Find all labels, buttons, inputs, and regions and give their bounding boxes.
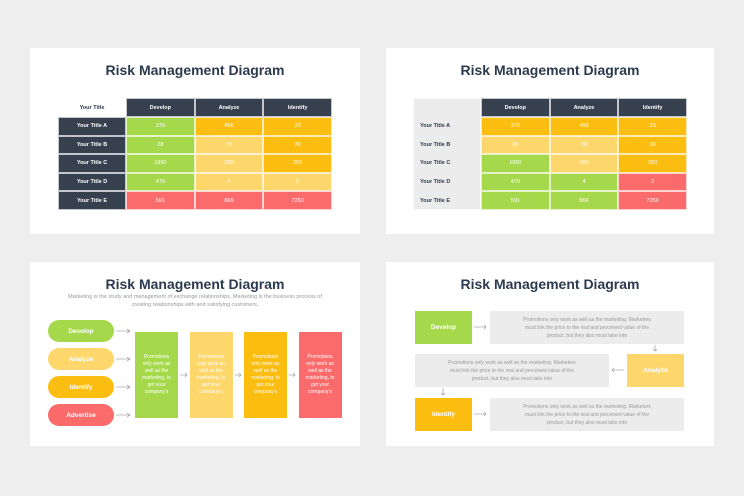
table-cell: 250 — [194, 154, 264, 173]
table-cell: 250 — [549, 154, 619, 173]
table-cell: 23 — [263, 117, 332, 136]
table-cell: 4 — [549, 172, 619, 192]
table-cell: 456 — [194, 117, 264, 136]
arrow — [289, 372, 296, 378]
arrow — [652, 345, 658, 352]
table-cell: 30 — [618, 135, 687, 155]
table-cell: 7250 — [263, 191, 332, 210]
table-cell: 78 — [549, 135, 619, 155]
row-label: Your Title E — [58, 191, 126, 210]
step-pill: Develop — [48, 320, 114, 342]
flow-text: Promotions only work as well as the mark… — [415, 354, 609, 387]
table-cell: 2 — [618, 172, 687, 192]
table-cell: 456 — [549, 117, 619, 136]
table-cell: 591 — [481, 191, 550, 210]
step-pill: Identify — [48, 376, 114, 398]
column-header: Identify — [618, 98, 687, 117]
table-cell: 370 — [481, 117, 550, 136]
column-header: Identify — [263, 98, 332, 117]
row-label: Your Title C — [420, 160, 451, 167]
table-cell: 7250 — [618, 191, 687, 210]
slide-title: Risk Management Diagram — [105, 62, 285, 78]
flow-text: Promotions only work as well as the mark… — [490, 311, 684, 344]
column-header: Analyze — [194, 98, 264, 117]
table-cell: 2 — [263, 172, 332, 192]
step-pill: Analyze — [48, 348, 114, 370]
row-label: Your Title D — [420, 179, 451, 186]
row-label: Your Title E — [420, 197, 451, 204]
arrow — [474, 411, 487, 417]
arrow — [611, 367, 624, 373]
step-box: Promotions only work as well as the mark… — [189, 332, 233, 418]
step-box: Promotions only work as well as the mark… — [298, 332, 342, 418]
arrow — [440, 388, 446, 396]
row-label: Your Title B — [420, 141, 451, 148]
arrow — [116, 412, 131, 418]
table-cell: 28 — [481, 135, 550, 155]
table-cell: 23 — [618, 117, 687, 136]
step-box: Promotions only work as well as the mark… — [135, 332, 178, 418]
arrow — [474, 324, 487, 330]
slide-subtitle: Marketing is the study and management of… — [68, 294, 322, 308]
slide-title: Risk Management Diagram — [105, 276, 285, 292]
table-cell: 470 — [126, 172, 195, 192]
table-cell: 591 — [126, 191, 195, 210]
flow-label: Identify — [415, 398, 472, 431]
table-cell: 869 — [549, 191, 619, 210]
slide-title: Risk Management Diagram — [460, 62, 640, 78]
row-label: Your Title B — [58, 135, 126, 155]
arrow — [116, 384, 131, 390]
row-label: Your Title D — [58, 172, 126, 192]
table-cell: 1950 — [126, 154, 195, 173]
table-cell: 869 — [194, 191, 264, 210]
table-cell: 250 — [618, 154, 687, 173]
arrow — [235, 372, 242, 378]
arrow — [116, 328, 131, 334]
table-cell: 30 — [263, 135, 332, 155]
row-label: Your Title C — [58, 154, 126, 173]
flow-label: Analyze — [627, 354, 684, 387]
table-cell: 370 — [126, 117, 195, 136]
table-cell: 4 — [194, 172, 264, 192]
column-header: Develop — [481, 98, 550, 117]
row-label: Your Title A — [58, 117, 126, 136]
table-cell: 250 — [263, 154, 332, 173]
table-corner — [413, 98, 481, 210]
slide-title: Risk Management Diagram — [460, 276, 640, 292]
table-cell: 470 — [481, 172, 550, 192]
column-header: Analyze — [549, 98, 619, 117]
table-cell: 78 — [194, 135, 264, 155]
flow-label: Develop — [415, 311, 472, 344]
table-cell: 28 — [126, 135, 195, 155]
row-label: Your Title A — [420, 123, 451, 130]
table-corner: Your Title — [58, 98, 126, 117]
step-pill: Advertise — [48, 404, 114, 426]
arrow — [180, 372, 188, 378]
column-header: Develop — [126, 98, 195, 117]
arrow — [116, 356, 131, 362]
flow-text: Promotions only work as well as the mark… — [490, 398, 684, 431]
step-box: Promotions only work as well as the mark… — [244, 332, 287, 418]
table-cell: 1950 — [481, 154, 550, 173]
